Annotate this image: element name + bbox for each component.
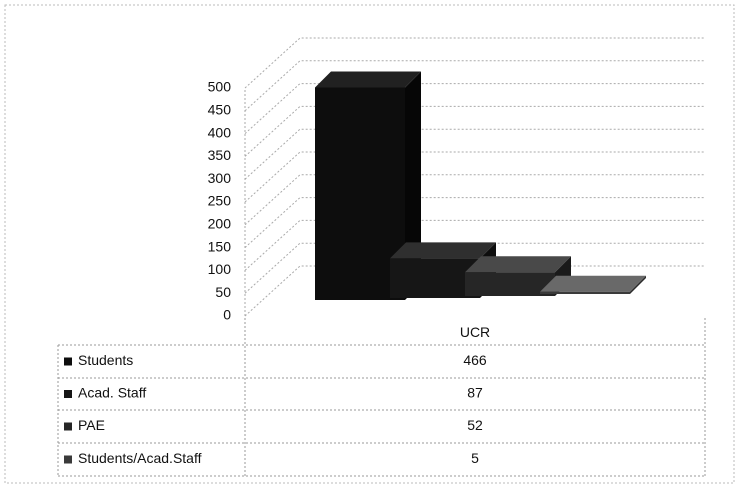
bar [540,275,646,294]
chart-border [4,4,735,484]
y-tick-label: 500 [208,79,232,95]
bar-front [390,258,480,298]
grid-line [244,128,705,180]
table-value: 5 [471,450,479,466]
legend-key [64,455,72,464]
grid-line [244,242,705,294]
y-tick-label: 250 [208,193,232,209]
y-tick-label: 0 [223,307,231,323]
y-tick-label: 300 [208,170,232,186]
table-value: 52 [467,417,483,433]
grid-line [244,37,705,89]
legend-label: Students/Acad.Staff [78,450,202,466]
legend-label: Acad. Staff [78,385,146,401]
bar-top [465,256,571,273]
grid-line [244,219,705,271]
bar-top [540,275,646,292]
bar-front [465,272,555,296]
table-value: 87 [467,385,483,401]
table-value: 466 [463,352,487,368]
legend-label: Students [78,352,133,368]
grid-line [244,105,705,157]
grid-line [244,174,705,226]
grid-line [244,197,705,248]
legend-key [64,357,72,366]
y-tick-label: 200 [208,216,232,232]
y-tick-label: 350 [208,147,232,163]
y-tick-label: 150 [208,238,232,254]
y-tick-label: 50 [215,284,231,300]
y-tick-label: 100 [208,261,232,277]
grid-line [244,151,705,203]
grid-line [244,83,705,134]
bar-top [315,71,421,88]
legend-key [64,422,72,431]
grid-line [244,60,705,112]
bar-top [390,242,496,259]
legend-key [64,390,72,398]
table-header: UCR [460,324,490,340]
legend-label: PAE [78,417,105,433]
bar-side [630,275,646,294]
bar-front [540,291,630,294]
y-tick-label: 400 [208,124,232,140]
bar-front [315,87,405,300]
y-tick-label: 450 [208,102,232,118]
